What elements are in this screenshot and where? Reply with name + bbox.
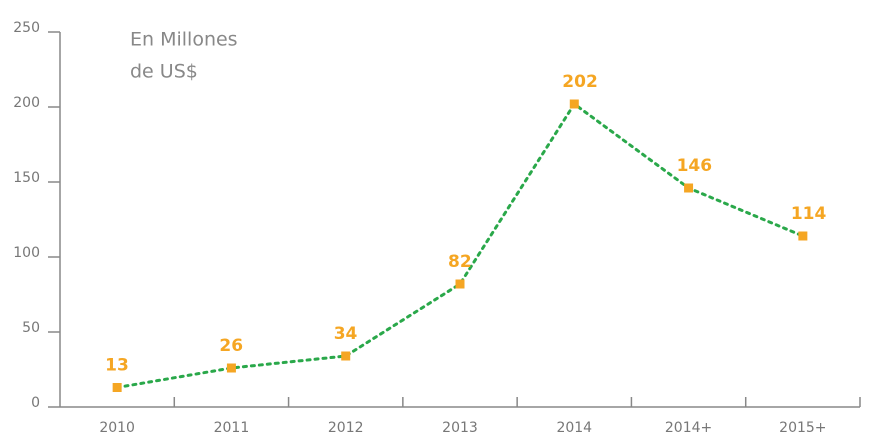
x-tick-label: 2015+: [779, 420, 826, 436]
data-label: 34: [334, 324, 358, 344]
marker: [226, 363, 236, 373]
y-tick-label: 150: [13, 170, 40, 186]
x-tick-label: 2010: [99, 420, 135, 436]
x-tick-label: 2014+: [665, 420, 712, 436]
marker: [798, 231, 808, 241]
x-tick-label: 2013: [442, 420, 478, 436]
y-tick-label: 0: [31, 395, 40, 411]
data-label: 26: [219, 336, 243, 356]
data-label: 82: [448, 252, 472, 272]
marker: [569, 99, 579, 109]
data-label: 202: [562, 72, 598, 92]
annotation: de US$: [130, 61, 198, 83]
marker: [112, 383, 122, 392]
marker: [684, 183, 694, 193]
x-tick-label: 2011: [214, 420, 250, 436]
marker: [455, 279, 465, 289]
data-label: 13: [105, 356, 129, 376]
y-tick-label: 100: [13, 245, 40, 261]
marker: [341, 351, 351, 361]
y-tick-label: 250: [13, 20, 40, 36]
data-label: 146: [677, 156, 713, 176]
y-tick-label: 50: [22, 320, 40, 336]
x-tick-label: 2012: [328, 420, 364, 436]
annotation: En Millones: [130, 29, 238, 51]
data-label: 114: [791, 204, 827, 224]
y-tick-label: 200: [13, 95, 40, 111]
x-tick-label: 2014: [556, 420, 592, 436]
